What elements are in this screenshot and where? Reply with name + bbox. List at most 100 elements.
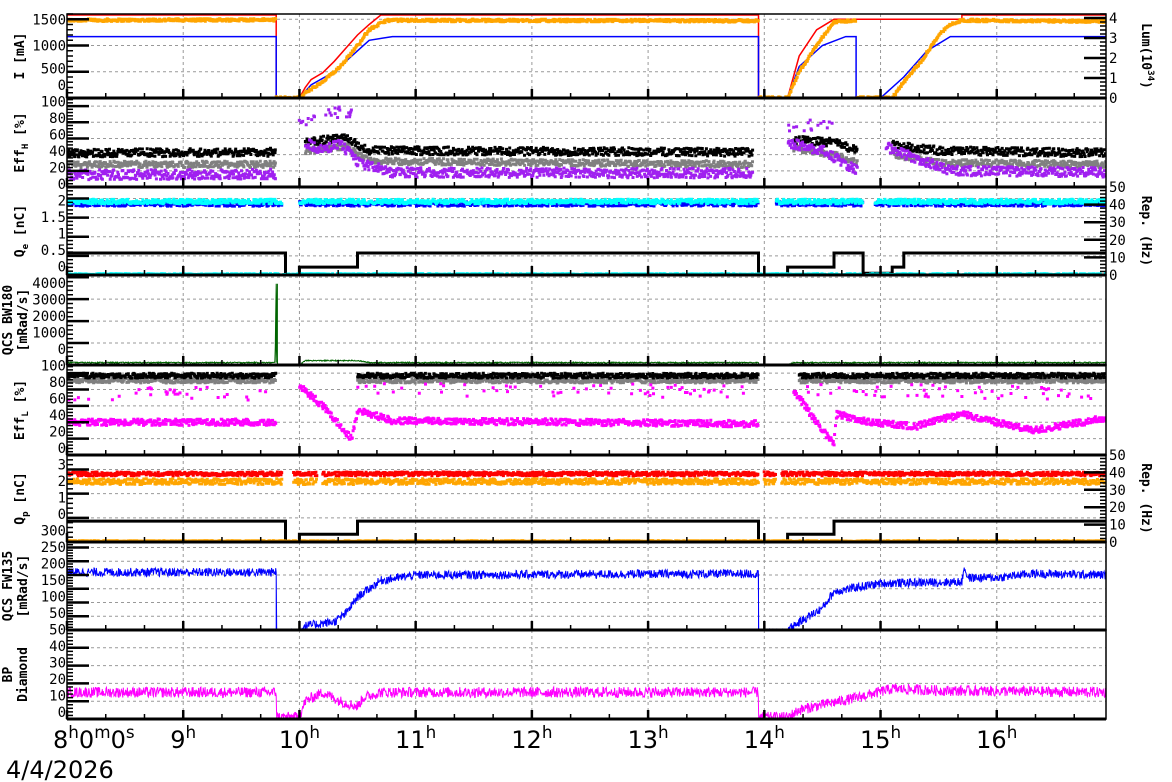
series-group-qcs-fw135 [67,566,1106,630]
y-tick-label: 1.5 [41,210,66,226]
y-tick-label: 0 [58,78,66,94]
y-tick-label: 3000 [32,293,66,309]
y-axis-label-current: I [mA] [13,33,28,80]
y-tick-label: 250 [41,540,66,556]
y-tick-label: 200 [41,557,66,573]
series-her-current [67,14,1106,98]
y-axis-label-qcs-fw135: QCS FW135 [1,551,16,621]
right-tick-label: 10 [1109,518,1126,534]
y-tick-label: 20 [49,672,66,688]
y-tick-label: 1000 [32,326,66,342]
series-group-eff-h [67,105,1106,187]
x-tick-label: 13h [628,722,669,754]
series-group-eff-l [67,371,1106,455]
panel-frame [66,629,1107,720]
y-axis-label-q-e: Qe [nC] [13,205,31,257]
x-tick-label: 8h0m0s [53,722,135,754]
series-qcs-fw135 [67,566,1106,630]
right-tick-label: 10 [1109,250,1126,266]
series-rep-rate-p [67,519,1106,542]
y-tick-label: 50 [49,606,66,622]
right-tick-label: 1 [1109,71,1117,87]
x-axis-labels: 8h0m0s 9h 10h 11h 12h 13h 14h 15h 16h [53,722,1017,754]
y-tick-label: 1 [58,491,66,507]
right-tick-label: 0 [1109,268,1117,284]
y-tick-label: 2 [58,474,66,490]
series-eff-l-black [67,371,1106,380]
y-tick-label: 40 [49,639,66,655]
y-axis-label-eff-l: EffL [%] [13,380,31,440]
y-tick-label: 30 [49,656,66,672]
right-tick-label: 3 [1109,31,1117,47]
grid-eff-h [67,98,1106,187]
right-axis-label-q-p: Rep. (Hz) [1139,463,1154,533]
y-tick-label: 80 [49,375,66,391]
right-tick-label: 40 [1109,198,1126,214]
y-tick-label: 0 [58,342,66,358]
y-tick-label: 100 [41,590,66,606]
x-tick-label: 12h [511,722,552,754]
right-tick-label: 30 [1109,483,1126,499]
series-eff-h-purple-outliers [297,105,834,133]
series-eff-l-magenta [67,384,1106,447]
y-tick-label: 100 [41,359,66,375]
y-tick-label: 40 [49,144,66,160]
grid-bp-diamond [67,630,1106,719]
series-group-bp-diamond [67,683,1106,719]
series-qcs-bw180 [67,283,1106,365]
right-tick-label: 4 [1109,11,1117,27]
x-tick-label: 16h [976,722,1017,754]
grid-q-p [67,455,1106,542]
series-luminosity [67,17,1106,98]
y-tick-label: 60 [49,128,66,144]
right-tick-label: 2 [1109,51,1117,67]
y-tick-label: 0 [58,507,66,523]
series-bp-diamond [67,683,1106,719]
right-tick-label: 30 [1109,215,1126,231]
date-label: 4/4/2026 [6,756,114,782]
y-tick-label: 40 [49,408,66,424]
y-tick-label: 10 [49,689,66,705]
y-tick-label: 2000 [32,309,66,325]
grid-qcs-bw180 [67,275,1106,365]
y-axis-label-q-p: Qp [nC] [13,472,31,524]
y-tick-label: 0 [58,177,66,193]
y-tick-label: 20 [49,161,66,177]
x-tick-label: 9h [170,722,196,754]
y-tick-label: 20 [49,425,66,441]
right-tick-label: 0 [1109,535,1117,551]
x-tick-label: 15h [860,722,901,754]
y-tick-label: 0.5 [41,243,66,259]
x-tick-label: 14h [744,722,785,754]
y-tick-label: 150 [41,573,66,589]
y-tick-label: 3 [58,458,66,474]
y-tick-label: 80 [49,111,66,127]
series-eff-h-purple [67,138,1106,182]
y-axis-label-qcs-fw135: [mRad/s] [16,555,31,618]
y-axis-label-qcs-bw180: [mRad/s] [16,289,31,352]
series-group-current [67,14,1106,98]
y-tick-label: 60 [49,392,66,408]
series-group-q-p [67,470,1106,542]
right-axis-label-current: Lum(1034) [1139,23,1156,89]
x-tick-label: 11h [395,722,436,754]
right-tick-label: 0 [1109,91,1117,107]
panel-frame [66,454,1107,543]
right-tick-label: 20 [1109,500,1126,516]
y-tick-label: 1 [58,227,66,243]
y-tick-label: 4000 [32,276,66,292]
right-tick-label: 50 [1109,448,1126,464]
y-tick-label: 500 [41,62,66,78]
y-tick-label: 1000 [32,39,66,55]
y-tick-label: 0 [58,705,66,721]
y-tick-label: 0 [58,260,66,276]
panel-frame [66,274,1107,366]
y-tick-label: 0 [58,441,66,457]
series-group-qcs-bw180 [67,283,1106,365]
series-q-p-red [67,470,1106,478]
